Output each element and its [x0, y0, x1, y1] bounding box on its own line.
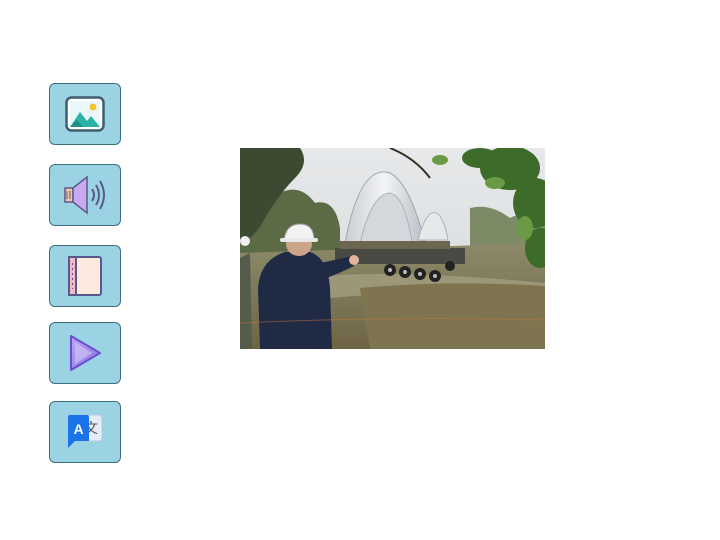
image-icon	[65, 96, 105, 132]
translate-latin-glyph: A	[73, 421, 83, 437]
translate-button[interactable]: 文 A	[49, 401, 121, 463]
play-button[interactable]	[49, 322, 121, 384]
main-photo	[240, 148, 545, 349]
play-icon	[67, 333, 103, 373]
image-button[interactable]	[49, 83, 121, 145]
translate-icon: 文 A	[65, 413, 105, 451]
speaker-icon	[63, 174, 107, 216]
book-button[interactable]	[49, 245, 121, 307]
audio-button[interactable]	[49, 164, 121, 226]
book-icon	[67, 255, 103, 297]
